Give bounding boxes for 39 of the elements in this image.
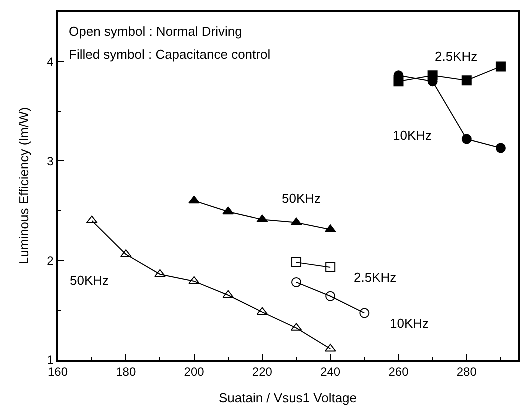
point [496, 62, 506, 72]
x-tick-label: 180 [116, 365, 136, 380]
point [222, 206, 234, 215]
point [462, 76, 472, 86]
point [222, 290, 234, 298]
point [290, 218, 302, 226]
y-tick-label: 4 [47, 54, 54, 69]
y-tick-label: 3 [47, 154, 54, 168]
series-label: 50KHz [70, 273, 110, 288]
point [188, 276, 200, 284]
point [292, 277, 302, 288]
x-tick-label: 160 [48, 365, 68, 380]
point [496, 143, 506, 154]
point [462, 134, 472, 144]
x-tick-label: 220 [252, 365, 273, 380]
point [360, 308, 370, 318]
point [292, 258, 302, 268]
series-label: 10KHz [393, 128, 432, 143]
x-tick-label: 260 [388, 365, 410, 380]
annotation: Open symbol : Normal Driving [69, 24, 242, 39]
x-tick-label: 240 [320, 365, 341, 380]
series-label: 50KHz [282, 191, 322, 206]
point [326, 262, 336, 273]
y-tick-label: 2 [47, 254, 54, 268]
point [256, 214, 268, 223]
y-tick-label: 1 [47, 353, 54, 368]
x-tick-label: 280 [456, 365, 478, 380]
point [188, 196, 200, 204]
point [154, 269, 166, 278]
point [256, 307, 268, 316]
series-label: 10KHz [390, 316, 430, 331]
y-axis-title: Luminous Efficiency (lm/W) [16, 107, 32, 265]
annotation: Filled symbol : Capacitance control [69, 47, 271, 62]
x-tick-label: 200 [184, 365, 205, 380]
series-label: 2.5KHz [435, 49, 478, 64]
point [326, 291, 336, 302]
series-label: 2.5KHz [354, 270, 397, 285]
x-axis-title: Suatain / Vsus1 Voltage [218, 390, 358, 406]
point [86, 216, 98, 224]
